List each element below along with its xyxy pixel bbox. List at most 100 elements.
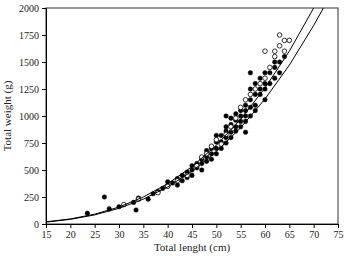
- y-tick: 500: [24, 165, 46, 176]
- y-tick: 750: [24, 138, 46, 149]
- filled-point: [272, 76, 277, 81]
- filled-point: [258, 76, 263, 81]
- y-tick-mark: [42, 35, 46, 36]
- x-tick-mark: [119, 224, 120, 228]
- y-tick-label: 750: [24, 138, 39, 149]
- x-tick-label: 70: [309, 229, 319, 240]
- x-tick-mark: [338, 224, 339, 228]
- filled-point: [219, 133, 224, 138]
- open-point: [277, 44, 282, 49]
- x-tick-mark: [314, 224, 315, 228]
- x-tick-label: 45: [188, 229, 198, 240]
- y-tick-label: 0: [34, 219, 39, 230]
- x-tick-label: 60: [261, 229, 271, 240]
- x-tick-mark: [168, 224, 169, 228]
- filled-point: [277, 71, 282, 76]
- filled-point: [248, 87, 253, 92]
- y-tick: 250: [24, 192, 46, 203]
- x-axis-title: Total lenght (cm): [154, 241, 231, 254]
- x-tick-label: 75: [334, 229, 344, 240]
- y-tick-label: 1500: [19, 57, 39, 68]
- x-tick-label: 35: [139, 229, 149, 240]
- filled-point: [258, 87, 263, 92]
- x-tick: 75: [334, 224, 344, 240]
- y-tick-mark: [42, 89, 46, 90]
- y-tick-mark: [42, 170, 46, 171]
- open-point: [263, 76, 268, 81]
- filled-point: [229, 130, 234, 135]
- y-tick-label: 2000: [19, 3, 39, 14]
- x-tick: 60: [261, 224, 271, 240]
- filled-point: [134, 208, 139, 213]
- open-point: [277, 33, 282, 38]
- open-point: [282, 38, 287, 43]
- filled-point: [248, 98, 253, 103]
- x-tick: 50: [212, 224, 222, 240]
- x-tick: 35: [139, 224, 149, 240]
- y-tick: 1250: [19, 84, 46, 95]
- filled-point: [253, 92, 258, 97]
- x-tick-label: 65: [285, 229, 295, 240]
- open-point: [214, 137, 219, 142]
- x-tick-mark: [192, 224, 193, 228]
- y-tick-label: 1250: [19, 84, 39, 95]
- y-axis-line: [42, 9, 47, 225]
- chart: 1520253035404550556065707502505007501000…: [0, 0, 348, 256]
- filled-point: [272, 60, 277, 65]
- y-axis: 0 250 500 750 1000 1250 1500 1750 2000: [19, 3, 47, 230]
- x-tick-mark: [143, 224, 144, 228]
- open-point: [287, 38, 292, 43]
- filled-point: [224, 125, 229, 130]
- filled-point: [209, 157, 214, 162]
- filled-point: [268, 71, 273, 76]
- open-point: [238, 105, 243, 110]
- x-tick-label: 30: [115, 229, 125, 240]
- y-tick-label: 1750: [19, 30, 39, 41]
- x-tick-mark: [241, 224, 242, 228]
- open-point: [272, 49, 277, 54]
- y-tick-label: 1000: [19, 111, 39, 122]
- filled-point: [199, 168, 204, 173]
- x-tick-label: 55: [236, 229, 246, 240]
- filled-point: [102, 195, 107, 200]
- open-point: [272, 54, 277, 59]
- x-tick: 25: [90, 224, 100, 240]
- y-tick: 1500: [19, 57, 46, 68]
- y-tick-mark: [42, 143, 46, 144]
- x-tick: 40: [163, 224, 173, 240]
- marks: [46, 8, 323, 222]
- filled-point: [248, 71, 253, 76]
- fit-line: [46, 8, 323, 222]
- y-tick: 0: [34, 219, 46, 230]
- x-tick-mark: [265, 224, 266, 228]
- y-tick: 1750: [19, 30, 46, 41]
- open-point: [253, 87, 258, 92]
- filled-point: [253, 103, 258, 108]
- open-point: [258, 81, 263, 86]
- x-tick-label: 25: [90, 229, 100, 240]
- filled-point: [243, 103, 248, 108]
- x-axis: 15 20 25 30 35 40 45 50 55 60 65 70 75: [42, 224, 344, 240]
- filled-point: [272, 65, 277, 70]
- x-tick: 15: [42, 224, 52, 240]
- open-point: [234, 116, 239, 121]
- x-tick-mark: [216, 224, 217, 228]
- plot: 1520253035404550556065707502505007501000…: [19, 3, 344, 240]
- y-tick-mark: [42, 116, 46, 117]
- filled-point: [214, 133, 219, 138]
- x-tick-label: 40: [163, 229, 173, 240]
- fit-line: [46, 8, 314, 222]
- y-tick-label: 250: [24, 192, 39, 203]
- y-tick-mark: [42, 224, 46, 225]
- y-tick: 1000: [19, 111, 46, 122]
- x-tick-mark: [95, 224, 96, 228]
- y-tick: 2000: [19, 3, 46, 14]
- x-tick: 20: [66, 224, 76, 240]
- open-point: [268, 65, 273, 70]
- y-tick-mark: [42, 62, 46, 63]
- x-tick: 65: [285, 224, 295, 240]
- y-axis-title: Total weight (g): [1, 80, 14, 151]
- filled-point: [243, 130, 248, 135]
- filled-point: [229, 116, 234, 121]
- y-tick-label: 500: [24, 165, 39, 176]
